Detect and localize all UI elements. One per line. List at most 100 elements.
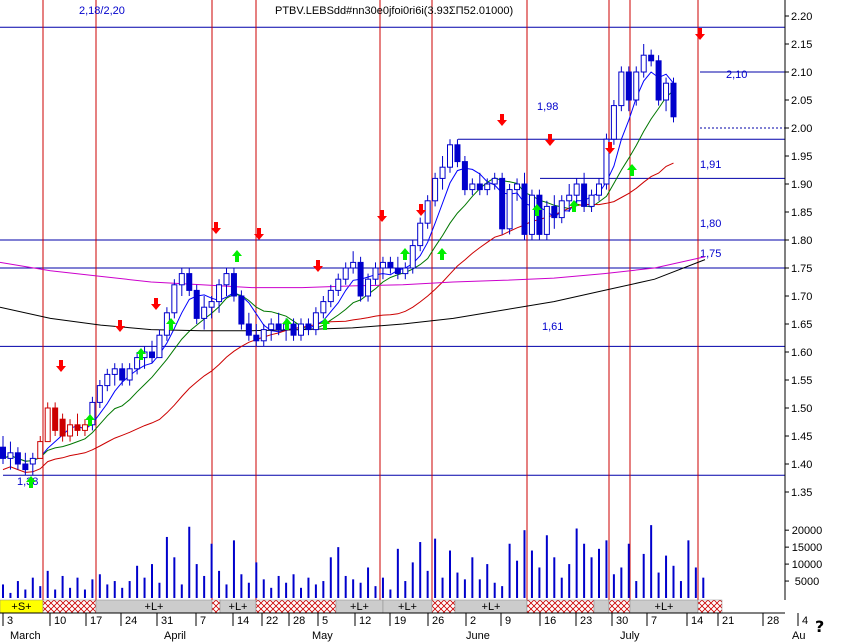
sell-arrow-icon xyxy=(545,134,555,146)
candle-body xyxy=(201,306,208,319)
y-tick-label: 1.85 xyxy=(791,207,812,219)
volume-tick-label: 15000 xyxy=(792,542,823,554)
day-tick-label: 31 xyxy=(161,615,173,627)
candle-body xyxy=(149,351,155,359)
volume-tick-label: 5000 xyxy=(795,576,819,588)
y-tick-label: 2.00 xyxy=(791,123,812,135)
candle-body xyxy=(417,222,424,247)
day-tick-label: 21 xyxy=(722,615,734,627)
candle-body xyxy=(14,452,21,465)
sell-arrow-icon xyxy=(695,28,705,40)
signal-segment xyxy=(593,599,610,614)
candle-body xyxy=(81,424,88,431)
candle-body xyxy=(499,177,506,230)
candle-body xyxy=(514,183,521,191)
candle-body xyxy=(104,373,111,387)
y-tick-label: 1.65 xyxy=(791,319,812,331)
y-tick-label: 1.40 xyxy=(791,459,812,471)
candle-body xyxy=(245,323,252,336)
signal-segment xyxy=(697,599,723,614)
candle-body xyxy=(663,82,670,101)
day-tick-label: 14 xyxy=(691,615,703,627)
buy-arrow-icon xyxy=(136,348,146,360)
candle-body xyxy=(216,284,223,303)
candle-body xyxy=(394,267,401,275)
day-tick-label: 28 xyxy=(293,615,305,627)
buy-arrow-icon xyxy=(85,414,95,426)
y-tick-label: 1.80 xyxy=(791,235,812,247)
signal-segment xyxy=(431,599,456,614)
month-label: Au xyxy=(792,630,805,642)
candle-body xyxy=(402,267,409,275)
day-tick-label: 9 xyxy=(505,615,511,627)
y-tick-label: 1.45 xyxy=(791,431,812,443)
candle-body xyxy=(312,312,319,331)
candle-body xyxy=(74,424,81,431)
signal-segment xyxy=(608,599,631,614)
candle-body xyxy=(29,457,36,465)
signal-bar: +S+ +L+ +L+ +L+ +L+ +L+ +L+ xyxy=(0,599,723,614)
signal-segment xyxy=(42,599,97,614)
candle-body xyxy=(0,446,6,459)
day-tick-label: 2 xyxy=(470,615,476,627)
level-label: 1,75 xyxy=(700,248,721,260)
candle-body xyxy=(238,295,245,325)
sell-arrow-icon xyxy=(211,222,221,234)
sell-arrow-icon xyxy=(151,298,161,310)
candle-body xyxy=(37,441,44,459)
candle-body xyxy=(357,261,364,297)
level-label: 1,91 xyxy=(700,159,721,171)
buy-arrow-icon xyxy=(282,318,292,330)
y-tick-label: 1.35 xyxy=(791,487,812,499)
candle-body xyxy=(22,463,29,471)
candle-body xyxy=(119,368,126,381)
signal-label: +L+ xyxy=(482,601,501,613)
candle-body xyxy=(134,357,141,370)
level-label: 2,10 xyxy=(726,69,747,81)
help-icon[interactable]: ? xyxy=(815,617,825,636)
candle-body xyxy=(588,194,595,207)
candle-body xyxy=(670,82,677,118)
candle-body xyxy=(469,183,476,191)
candle-body xyxy=(640,54,647,73)
buy-arrow-icon xyxy=(437,248,447,260)
candle-body xyxy=(454,144,461,163)
candle-body xyxy=(178,273,185,286)
day-tick-label: 26 xyxy=(432,615,444,627)
signal-segment xyxy=(526,599,595,614)
candle-body xyxy=(484,183,491,191)
candle-body xyxy=(424,200,431,224)
signal-arrows xyxy=(26,28,705,488)
signal-label: +L+ xyxy=(350,601,369,613)
candle-body xyxy=(230,273,237,297)
day-tick-label: 22 xyxy=(266,615,278,627)
month-label: April xyxy=(164,630,186,642)
candle-body xyxy=(372,267,379,280)
candle-body xyxy=(89,401,96,426)
day-tick-label: 4 xyxy=(802,615,808,627)
month-label: July xyxy=(620,630,640,642)
day-tick-label: 10 xyxy=(54,615,66,627)
candle-body xyxy=(44,407,51,443)
ma-long-magenta-line xyxy=(0,256,706,289)
day-tick-label: 7 xyxy=(651,615,657,627)
candle-body xyxy=(521,183,528,235)
candle-body xyxy=(52,407,59,431)
buy-arrow-icon xyxy=(26,476,36,488)
candle-body xyxy=(491,177,498,185)
buy-arrow-icon xyxy=(166,318,176,330)
y-tick-label: 1.60 xyxy=(791,347,812,359)
buy-arrow-icon xyxy=(400,248,410,260)
volume-bars xyxy=(2,525,705,598)
y-tick-label: 1.70 xyxy=(791,291,812,303)
candle-body xyxy=(409,245,416,269)
buy-arrow-icon xyxy=(320,318,330,330)
candle-body xyxy=(275,323,282,331)
axes: 2.20 2.15 2.10 2.05 2.00 1.95 1.90 1.85 1.80 1.75… xyxy=(784,0,823,600)
candle-body xyxy=(260,329,267,342)
volume-tick-label: 10000 xyxy=(792,559,823,571)
candle-body xyxy=(551,205,558,219)
candle-body xyxy=(581,183,588,207)
ma-fast-line xyxy=(2,71,674,462)
day-tick-label: 14 xyxy=(237,615,249,627)
